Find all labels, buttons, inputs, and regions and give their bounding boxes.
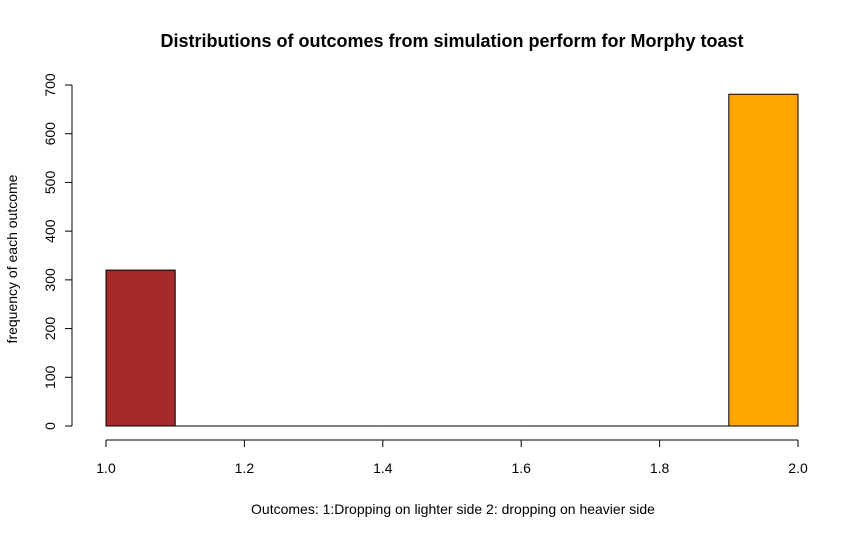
y-tick-label: 0 <box>42 422 58 430</box>
x-axis: 1.0 1.2 1.4 1.6 1.8 2.0 <box>96 439 808 476</box>
y-tick-label: 300 <box>42 268 58 292</box>
y-tick-label: 100 <box>42 365 58 389</box>
x-tick-label: 1.4 <box>373 460 393 476</box>
x-tick-label: 2.0 <box>788 460 808 476</box>
x-tick-label: 1.0 <box>96 460 116 476</box>
x-tick-label: 1.2 <box>235 460 255 476</box>
x-axis-label: Outcomes: 1:Dropping on lighter side 2: … <box>251 501 655 517</box>
y-tick-label: 700 <box>42 73 58 97</box>
bars-group <box>105 93 799 427</box>
chart-title: Distributions of outcomes from simulatio… <box>160 31 743 51</box>
y-tick-label: 200 <box>42 317 58 341</box>
y-axis-label: frequency of each outcome <box>4 174 20 343</box>
y-tick-label: 500 <box>42 171 58 195</box>
histogram-bar <box>105 269 176 427</box>
histogram-bar <box>728 93 799 427</box>
x-tick-label: 1.8 <box>650 460 670 476</box>
y-tick-label: 600 <box>42 122 58 146</box>
y-tick-label: 400 <box>42 219 58 243</box>
y-axis: 0 100 200 300 400 500 600 700 <box>42 73 73 430</box>
x-tick-label: 1.6 <box>511 460 531 476</box>
